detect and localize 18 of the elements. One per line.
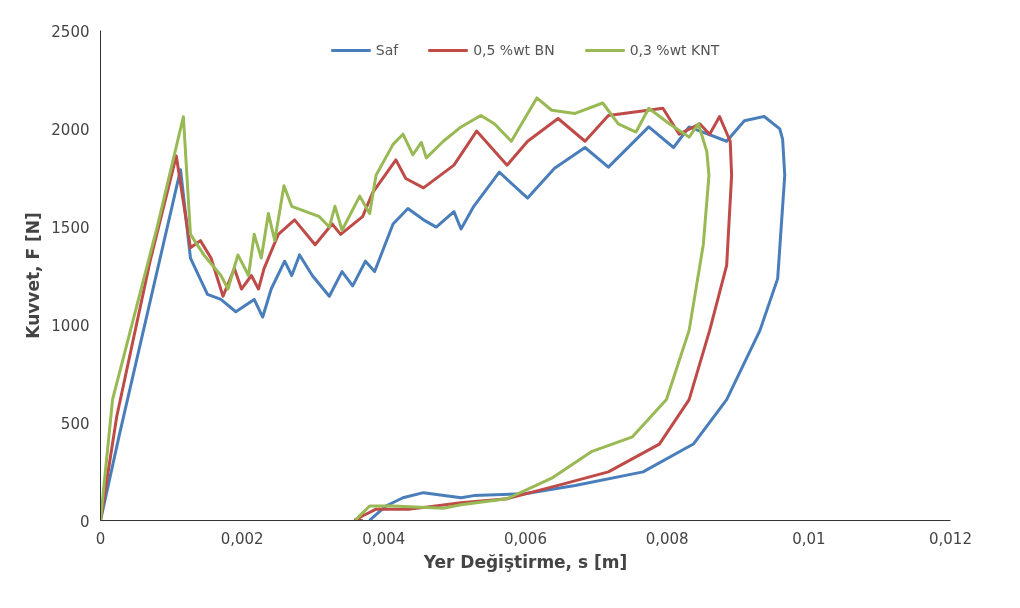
- y-tick-label: 2000: [51, 120, 90, 139]
- legend-label: 0,5 %wt BN: [473, 42, 555, 58]
- y-tick-label: 1000: [51, 316, 90, 335]
- x-tick-label: 0,012: [929, 529, 972, 548]
- y-tick-label: 1500: [51, 218, 90, 237]
- x-axis-title: Yer Değiştirme, s [m]: [422, 551, 628, 572]
- x-tick-label: 0,006: [504, 529, 547, 548]
- legend-label: 0,3 %wt KNT: [629, 42, 720, 58]
- x-tick-label: 0: [95, 529, 106, 548]
- x-tick-label: 0,01: [792, 529, 826, 548]
- y-axis-title: Kuvvet, F [N]: [23, 212, 44, 339]
- y-tick-label: 0: [79, 512, 90, 531]
- legend-label: Saf: [375, 42, 399, 58]
- x-tick-label: 0,004: [362, 529, 406, 548]
- y-tick-label: 500: [60, 414, 90, 433]
- y-tick-label: 2500: [51, 22, 90, 41]
- x-tick-label: 0,008: [645, 529, 689, 548]
- x-tick-label: 0,002: [220, 529, 264, 548]
